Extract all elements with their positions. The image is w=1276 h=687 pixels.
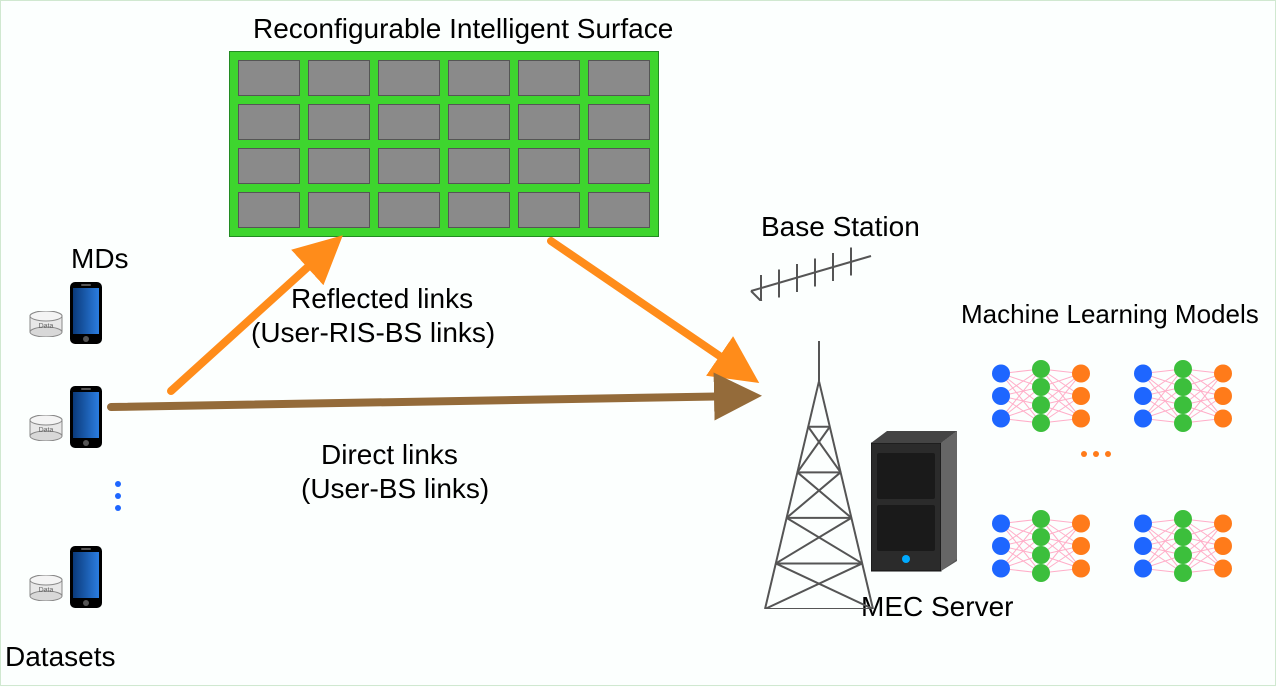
neural-network-icon [1123,501,1243,596]
neural-network-icon [1123,351,1243,446]
dataset-cylinder-icon: Data [29,415,63,446]
dataset-cylinder-icon: Data [29,311,63,342]
svg-text:Data: Data [39,587,54,594]
neural-network-icon [981,351,1101,446]
antenna-icon [741,241,881,301]
mobile-device-icon [69,385,103,454]
mds-ellipsis-icon [115,481,121,511]
dataset-cylinder-icon: Data [29,575,63,606]
nn-ellipsis-icon [1081,451,1111,457]
mobile-device-icon [69,545,103,614]
svg-text:Data: Data [39,427,54,434]
neural-network-icon [981,501,1101,596]
base-station-tower-icon [759,341,879,609]
mobile-device-icon [69,281,103,350]
svg-text:Data: Data [39,323,54,330]
mec-server-icon [871,431,977,591]
